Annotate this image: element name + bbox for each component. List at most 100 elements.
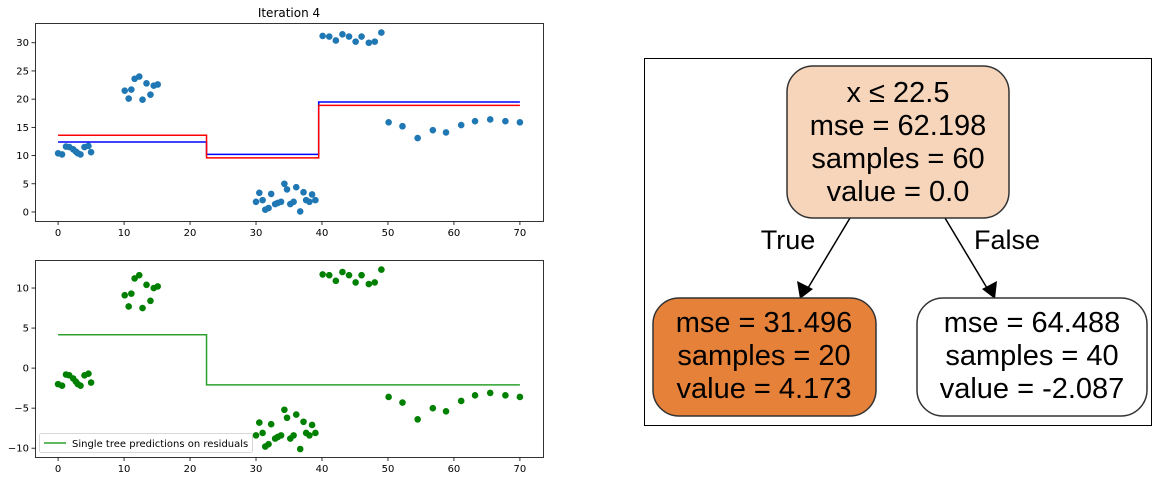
- data-point: [147, 91, 154, 98]
- data-point: [325, 271, 333, 279]
- root-line-4: value = 0.0: [827, 176, 970, 208]
- data-point: [319, 32, 326, 40]
- data-point: [414, 416, 421, 423]
- data-point: [135, 271, 143, 279]
- data-point: [399, 399, 406, 406]
- series-line-0: [58, 101, 520, 156]
- x-tick-label: 20: [184, 228, 197, 239]
- x-tick-label: 50: [382, 228, 395, 239]
- x-tick-label: 10: [118, 228, 131, 239]
- data-point: [267, 190, 275, 198]
- data-point: [300, 418, 307, 426]
- data-point: [332, 277, 340, 285]
- data-point: [143, 80, 150, 87]
- data-point: [281, 406, 288, 414]
- data-point: [502, 117, 509, 125]
- data-point: [319, 271, 326, 278]
- y-tick-label: −10: [8, 444, 29, 455]
- data-point: [471, 392, 479, 399]
- x-tick-label: 20: [184, 464, 197, 475]
- data-point: [312, 429, 319, 437]
- data-point: [502, 392, 509, 399]
- data-point: [296, 208, 304, 215]
- data-point: [312, 196, 319, 204]
- data-point: [267, 420, 275, 428]
- data-point: [345, 271, 353, 279]
- legend: Single tree predictions on residuals: [39, 433, 253, 453]
- decision-tree: True False x ≤ 22.5 mse = 62.198 samples…: [644, 58, 1152, 426]
- data-point: [442, 408, 450, 415]
- data-point: [125, 303, 132, 310]
- data-point: [85, 370, 92, 378]
- data-point: [277, 432, 285, 439]
- edge-label-false: False: [974, 225, 1040, 255]
- left-line-2: samples = 20: [677, 340, 850, 372]
- data-point: [154, 283, 162, 290]
- right-line-3: value = -2.087: [940, 373, 1125, 405]
- y-tick-label: 0: [23, 364, 29, 375]
- data-point: [283, 186, 291, 193]
- data-point: [486, 116, 494, 123]
- data-point: [290, 198, 297, 206]
- data-point: [308, 421, 316, 429]
- data-point: [365, 280, 373, 288]
- data-point: [121, 87, 129, 94]
- data-point: [365, 39, 373, 47]
- edge-true: [807, 217, 851, 289]
- x-tick-label: 10: [118, 464, 131, 475]
- data-point: [358, 271, 365, 279]
- root-line-3: samples = 60: [811, 143, 984, 175]
- data-point: [121, 291, 129, 299]
- x-tick-label: 50: [382, 464, 395, 475]
- data-point: [385, 118, 392, 126]
- arrowhead-false-icon: [982, 281, 997, 299]
- data-point: [259, 196, 266, 204]
- tree-node-root: [786, 65, 1010, 219]
- data-point: [139, 304, 146, 312]
- data-point: [259, 429, 266, 437]
- edge-label-true: True: [761, 225, 816, 255]
- data-point: [87, 379, 95, 386]
- data-point: [399, 122, 406, 130]
- legend-box: [39, 433, 253, 453]
- data-point: [332, 37, 340, 44]
- arrowhead-true-icon: [797, 281, 813, 299]
- x-tick-label: 40: [316, 228, 329, 239]
- y-tick-label: 20: [16, 95, 29, 106]
- data-point: [154, 81, 162, 88]
- data-point: [385, 393, 392, 401]
- bottom-plot-residuals: 0 10 20 30 40 50 60 70 −10 −5 0 5 10 Single tree pred…: [8, 260, 544, 475]
- x-tick-label: 0: [55, 464, 61, 475]
- x-tick-label: 70: [514, 464, 527, 475]
- y-tick-label: 30: [16, 38, 29, 49]
- data-point: [371, 279, 379, 286]
- data-point: [516, 118, 524, 126]
- root-line-1: x ≤ 22.5: [847, 77, 950, 109]
- data-point: [352, 279, 359, 286]
- y-tick-label: 10: [16, 151, 29, 162]
- data-point: [352, 38, 359, 45]
- data-point: [77, 382, 84, 390]
- data-point: [300, 188, 307, 196]
- data-point: [306, 198, 313, 206]
- x-tick-label: 30: [250, 464, 263, 475]
- tree-node-left: [652, 297, 877, 417]
- data-point: [339, 30, 346, 38]
- data-point: [125, 95, 132, 102]
- axes-frame: [35, 260, 544, 458]
- y-tick-label: 0: [23, 207, 29, 218]
- y-tick-label: 5: [23, 179, 29, 190]
- axes-frame: [35, 23, 544, 222]
- data-point: [457, 121, 465, 129]
- data-point: [256, 419, 263, 426]
- right-line-2: samples = 40: [945, 340, 1118, 372]
- data-point: [325, 33, 333, 40]
- left-line-3: value = 4.173: [677, 373, 852, 405]
- data-point: [252, 198, 260, 206]
- data-point: [77, 151, 84, 158]
- data-point: [85, 142, 92, 150]
- data-point: [143, 281, 150, 289]
- data-point: [58, 382, 66, 390]
- data-point: [128, 290, 135, 297]
